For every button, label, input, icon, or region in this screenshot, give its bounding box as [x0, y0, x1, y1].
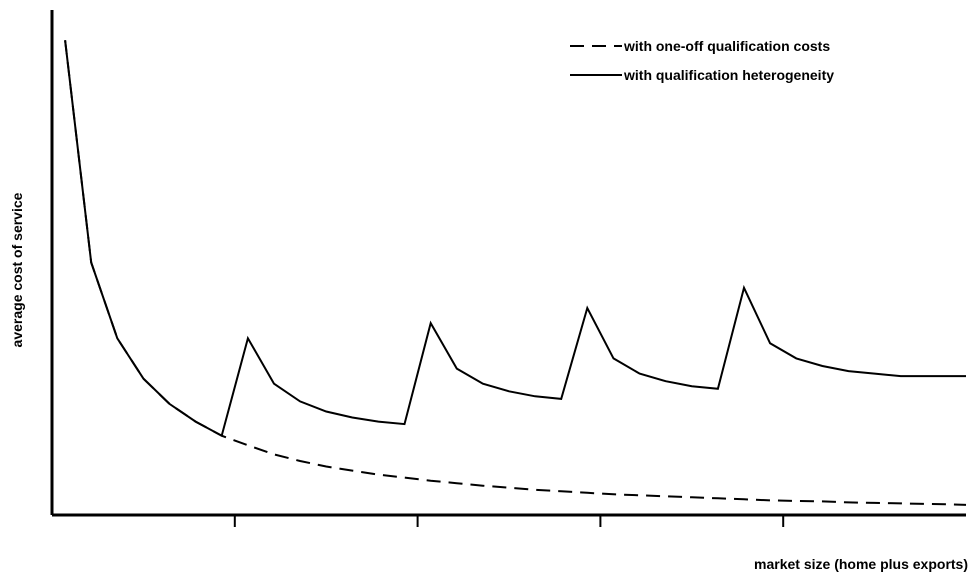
- plot-area: [64, 40, 967, 506]
- legend: with one-off qualification costs with qua…: [570, 38, 834, 83]
- series-line-heterogeneity: [64, 40, 966, 438]
- legend-label-0: with one-off qualification costs: [623, 38, 830, 54]
- y-axis-title: average cost of service: [9, 192, 25, 347]
- legend-label-1: with qualification heterogeneity: [623, 67, 834, 83]
- x-axis-title: market size (home plus exports): [754, 556, 968, 572]
- series-line-one-off: [64, 40, 967, 506]
- x-axis-ticks: [233, 515, 785, 527]
